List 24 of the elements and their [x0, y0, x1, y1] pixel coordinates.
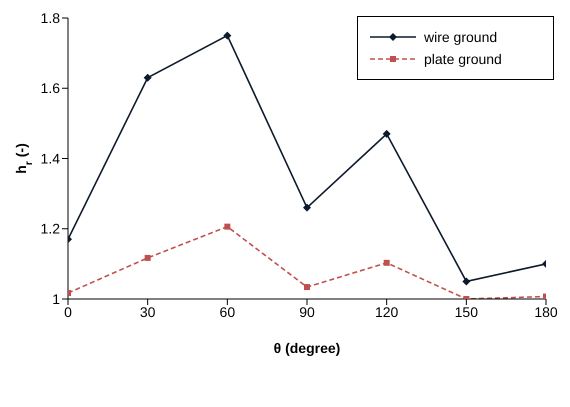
point	[144, 254, 151, 261]
x-tick-label: 90	[299, 304, 315, 320]
x-tick-label: 0	[64, 304, 72, 320]
point	[224, 224, 230, 230]
x-tick-label: 30	[140, 304, 156, 320]
y-tick-label: 1.4	[40, 150, 60, 166]
point	[223, 32, 232, 40]
x-tick-label: 120	[374, 304, 399, 320]
point	[462, 277, 470, 286]
point	[384, 260, 390, 266]
x-tick-label: 60	[220, 304, 236, 320]
legend-label: plate ground	[424, 51, 502, 67]
point	[144, 74, 152, 82]
x-tick-label: 180	[534, 304, 558, 320]
legend-label: wire ground	[424, 29, 498, 45]
point	[382, 130, 391, 138]
point	[304, 284, 310, 290]
y-tick-label: 1	[52, 290, 60, 307]
y-tick-label: 1.6	[40, 80, 60, 96]
y-tick-label: 1.2	[40, 220, 60, 237]
x-axis-title: θ (degree)	[274, 340, 340, 356]
x-tick-label: 150	[454, 304, 478, 320]
y-tick-label: 1.8	[40, 10, 60, 26]
point	[303, 204, 311, 212]
